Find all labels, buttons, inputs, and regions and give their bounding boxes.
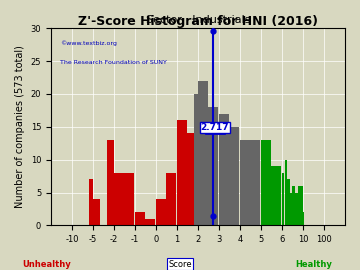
Bar xyxy=(251,140,260,225)
Bar xyxy=(292,186,295,225)
Bar xyxy=(300,186,303,225)
Bar xyxy=(135,212,145,225)
Text: ©www.textbiz.org: ©www.textbiz.org xyxy=(60,40,117,46)
Bar xyxy=(156,199,166,225)
Text: Unhealthy: Unhealthy xyxy=(22,260,71,269)
Bar xyxy=(240,140,250,225)
Bar xyxy=(194,94,198,225)
Text: Score: Score xyxy=(168,260,192,269)
Bar xyxy=(287,180,290,225)
Bar xyxy=(93,199,100,225)
Bar xyxy=(219,114,229,225)
Y-axis label: Number of companies (573 total): Number of companies (573 total) xyxy=(15,45,25,208)
Bar xyxy=(295,193,298,225)
Bar xyxy=(89,180,93,225)
Bar xyxy=(208,107,219,225)
Bar xyxy=(188,133,194,225)
Title: Z'-Score Histogram for HNI (2016): Z'-Score Histogram for HNI (2016) xyxy=(78,15,318,28)
Bar xyxy=(145,219,156,225)
Bar xyxy=(166,173,176,225)
Bar xyxy=(107,140,113,225)
Bar xyxy=(271,166,282,225)
Bar xyxy=(290,193,292,225)
Text: The Research Foundation of SUNY: The Research Foundation of SUNY xyxy=(60,60,167,65)
Bar xyxy=(198,81,208,225)
Bar xyxy=(114,173,134,225)
Text: Healthy: Healthy xyxy=(295,260,332,269)
Bar xyxy=(298,186,300,225)
Bar xyxy=(177,120,187,225)
Bar xyxy=(285,160,287,225)
Bar xyxy=(261,140,271,225)
Bar xyxy=(282,173,284,225)
Text: 2.717: 2.717 xyxy=(201,123,229,132)
Text: Sector:  Industrials: Sector: Industrials xyxy=(146,15,250,25)
Bar xyxy=(229,127,239,225)
